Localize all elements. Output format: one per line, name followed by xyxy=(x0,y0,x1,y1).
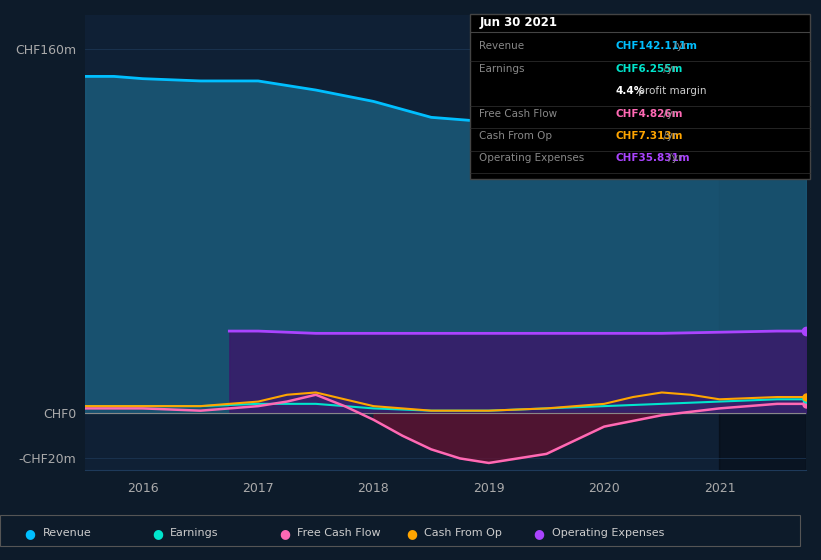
Text: ●: ● xyxy=(25,526,35,540)
Text: ●: ● xyxy=(152,526,163,540)
Text: /yr: /yr xyxy=(660,109,677,119)
Text: ●: ● xyxy=(279,526,290,540)
Text: /yr: /yr xyxy=(670,41,687,52)
Text: /yr: /yr xyxy=(660,131,677,141)
Text: Free Cash Flow: Free Cash Flow xyxy=(297,528,381,538)
Text: Earnings: Earnings xyxy=(479,64,525,74)
Text: ●: ● xyxy=(406,526,417,540)
Text: Operating Expenses: Operating Expenses xyxy=(479,153,585,164)
Text: Free Cash Flow: Free Cash Flow xyxy=(479,109,557,119)
Text: Revenue: Revenue xyxy=(43,528,91,538)
Text: /yr: /yr xyxy=(660,64,677,74)
Text: Cash From Op: Cash From Op xyxy=(424,528,502,538)
Text: Cash From Op: Cash From Op xyxy=(479,131,553,141)
Text: profit margin: profit margin xyxy=(635,86,707,96)
Text: Revenue: Revenue xyxy=(479,41,525,52)
Text: 4.4%: 4.4% xyxy=(616,86,645,96)
Text: CHF142.111m: CHF142.111m xyxy=(616,41,698,52)
Text: ●: ● xyxy=(534,526,544,540)
Text: CHF4.826m: CHF4.826m xyxy=(616,109,683,119)
Text: CHF6.255m: CHF6.255m xyxy=(616,64,683,74)
Bar xyxy=(719,15,806,470)
Text: CHF7.313m: CHF7.313m xyxy=(616,131,683,141)
Text: Earnings: Earnings xyxy=(170,528,218,538)
Text: CHF35.831m: CHF35.831m xyxy=(616,153,690,164)
Text: Jun 30 2021: Jun 30 2021 xyxy=(479,16,557,29)
Text: Operating Expenses: Operating Expenses xyxy=(552,528,664,538)
Text: /yr: /yr xyxy=(665,153,682,164)
